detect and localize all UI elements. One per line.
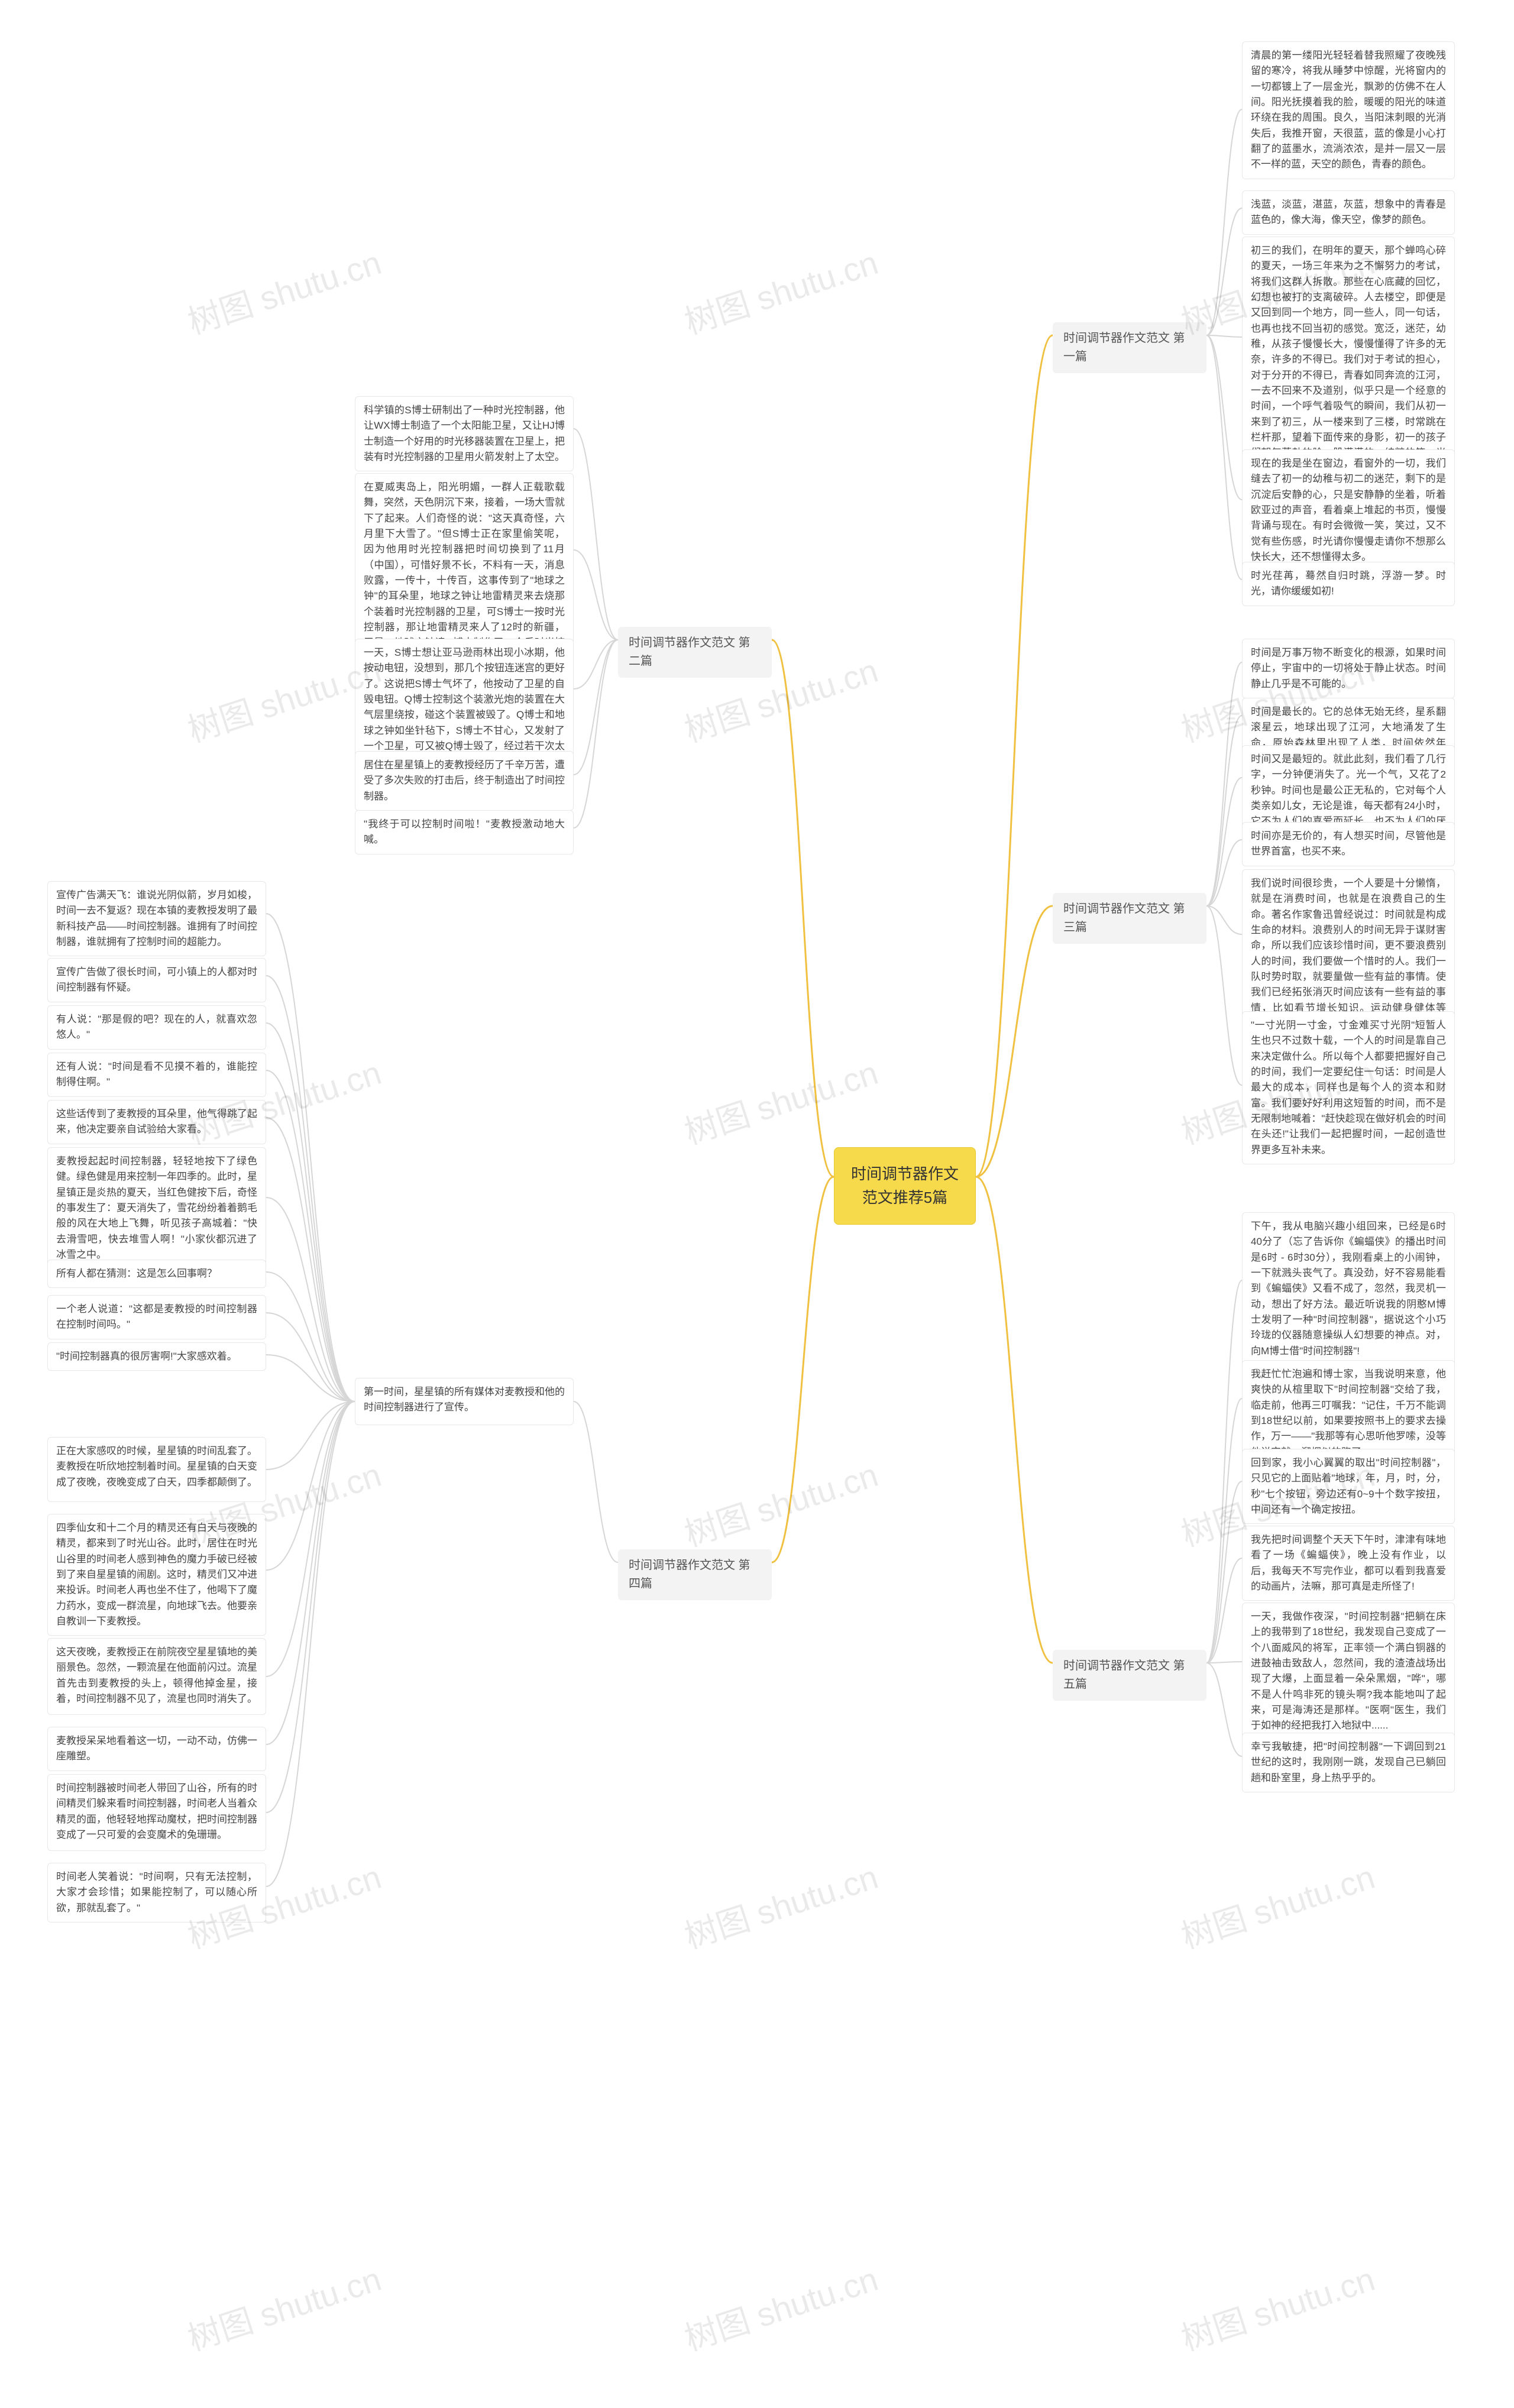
leaf-node: 四季仙女和十二个月的精灵还有白天与夜晚的精灵，都来到了时光山谷。此时，居住在时光…: [47, 1514, 266, 1636]
center-node: 时间调节器作文范文推荐5篇: [834, 1147, 976, 1225]
leaf-text: 回到家，我小心翼翼的取出"时间控制器"，只见它的上面贴着"地球，年，月，时，分，…: [1251, 1457, 1446, 1515]
leaf-node: 时间是万事万物不断变化的根源，如果时间停止，宇宙中的一切将处于静止状态。时间静止…: [1242, 639, 1455, 698]
leaf-text: 麦教授呆呆地看着这一切，一动不动，仿佛一座雕塑。: [56, 1735, 257, 1762]
leaf-text: 下午，我从电脑兴趣小组回来，已经是6时40分了（忘了告诉你《蝙蝠侠》的播出时间是…: [1251, 1221, 1446, 1357]
leaf-text: 时间是万事万物不断变化的根源，如果时间停止，宇宙中的一切将处于静止状态。时间静止…: [1251, 647, 1446, 690]
leaf-node: 宣传广告满天飞：谁说光阴似箭，岁月如梭，时间一去不复返？现在本镇的麦教授发明了最…: [47, 881, 266, 956]
leaf-text: 第一时间，星星镇的所有媒体对麦教授和他的时间控制器进行了宣传。: [364, 1386, 565, 1413]
leaf-node: 现在的我是坐在窗边，看窗外的一切，我们缝去了初一的幼稚与初二的迷茫，剩下的是沉淀…: [1242, 449, 1455, 571]
leaf-node: 所有人都在猜测：这是怎么回事啊？: [47, 1260, 266, 1288]
leaf-text: 现在的我是坐在窗边，看窗外的一切，我们缝去了初一的幼稚与初二的迷茫，剩下的是沉淀…: [1251, 458, 1446, 562]
leaf-node: 这天夜晚，麦教授正在前院夜空星星镇地的美丽景色。忽然，一颗流星在他面前闪过。流星…: [47, 1638, 266, 1715]
leaf-node: 一个老人说道："这都是麦教授的时间控制器在控制时间吗。": [47, 1295, 266, 1339]
branch-node: 时间调节器作文范文 第五篇: [1053, 1650, 1206, 1701]
leaf-text: 宣传广告做了很长时间，可小镇上的人都对时间控制器有怀疑。: [56, 966, 257, 993]
branch-node: 时间调节器作文范文 第四篇: [618, 1549, 772, 1600]
leaf-node: 第一时间，星星镇的所有媒体对麦教授和他的时间控制器进行了宣传。: [355, 1378, 574, 1425]
leaf-node: 时间老人笑着说："时间啊，只有无法控制，大家才会珍惜；如果能控制了，可以随心所欲…: [47, 1863, 266, 1922]
leaf-text: 所有人都在猜测：这是怎么回事啊？: [56, 1268, 217, 1279]
leaf-text: 我们说时间很珍贵，一个人要是十分懒惰，就是在消费时间，也就是在浪费自己的生命。著…: [1251, 878, 1446, 1029]
leaf-node: "一寸光阴一寸金，寸金难买寸光阴"短暂人生也只不过数十载，一个人的时间是靠自己来…: [1242, 1011, 1455, 1164]
leaf-text: 有人说："那是假的吧？现在的人，就喜欢忽悠人。": [56, 1014, 257, 1040]
leaf-text: 我先把时间调整个天天下午时，津津有味地看了一场《蝙蝠侠》，晚上没有作业，以后，我…: [1251, 1534, 1446, 1592]
leaf-text: 科学镇的S博士研制出了一种时光控制器，他让WX博士制造了一个太阳能卫星，又让HJ…: [364, 404, 565, 462]
leaf-text: 还有人说："时间是看不见摸不着的，谁能控制得住啊。": [56, 1061, 257, 1088]
leaf-text: 一天，我做作夜深，"时间控制器"把躺在床上的我带到了18世纪，我发现自己变成了一…: [1251, 1611, 1446, 1731]
leaf-node: 正在大家感叹的时候，星星镇的时间乱套了。麦教授在听欣地控制着时间。星星镇的白天变…: [47, 1437, 266, 1502]
leaf-node: 一天，我做作夜深，"时间控制器"把躺在床上的我带到了18世纪，我发现自己变成了一…: [1242, 1603, 1455, 1740]
leaf-node: 时间控制器被时间老人带回了山谷，所有的时间精灵们躲来看时间控制器，时间老人当着众…: [47, 1774, 266, 1851]
branch-label: 时间调节器作文范文 第四篇: [629, 1559, 750, 1590]
branch-label: 时间调节器作文范文 第三篇: [1063, 902, 1185, 934]
leaf-node: 居住在星星镇上的麦教授经历了千辛万苦，遭受了多次失败的打击后，终于制造出了时间控…: [355, 751, 574, 811]
leaf-text: "我终于可以控制时间啦！"麦教授激动地大喊。: [364, 818, 565, 845]
leaf-node: 还有人说："时间是看不见摸不着的，谁能控制得住啊。": [47, 1053, 266, 1097]
branch-label: 时间调节器作文范文 第一篇: [1063, 332, 1185, 363]
leaf-text: 时光荏苒，蓦然自归时跳，浮游一梦。时光，请你缓缓如初!: [1251, 570, 1446, 597]
leaf-node: 时间亦是无价的，有人想买时间，尽管他是世界首富，也买不来。: [1242, 822, 1455, 866]
leaf-text: 幸亏我敏捷，把"时间控制器"一下调回到21世纪的这时，我刚刚一跳，发现自己已躺回…: [1251, 1741, 1446, 1784]
leaf-node: 麦教授呆呆地看着这一切，一动不动，仿佛一座雕塑。: [47, 1727, 266, 1771]
branch-node: 时间调节器作文范文 第二篇: [618, 627, 772, 678]
branch-label: 时间调节器作文范文 第五篇: [1063, 1659, 1185, 1691]
leaf-node: 有人说："那是假的吧？现在的人，就喜欢忽悠人。": [47, 1005, 266, 1050]
leaf-node: 清晨的第一缕阳光轻轻着替我照耀了夜晚残留的寒冷，将我从睡梦中惊醒，光将窗内的一切…: [1242, 41, 1455, 179]
leaf-node: 这些话传到了麦教授的耳朵里，他气得跳了起来，他决定要亲自试验给大家看。: [47, 1100, 266, 1144]
leaf-text: 这些话传到了麦教授的耳朵里，他气得跳了起来，他决定要亲自试验给大家看。: [56, 1108, 257, 1135]
leaf-text: 我赶忙忙泡遍和博士家，当我说明来意，他爽快的从楦里取下"时间控制器"交给了我，临…: [1251, 1368, 1446, 1458]
leaf-node: 麦教授起起时间控制器，轻轻地按下了绿色健。绿色健是用来控制一年四季的。此时，星星…: [47, 1147, 266, 1269]
leaf-node: 回到家，我小心翼翼的取出"时间控制器"，只见它的上面贴着"地球，年，月，时，分，…: [1242, 1449, 1455, 1524]
leaf-node: 下午，我从电脑兴趣小组回来，已经是6时40分了（忘了告诉你《蝙蝠侠》的播出时间是…: [1242, 1212, 1455, 1365]
leaf-node: 浅蓝，淡蓝，湛蓝，灰蓝，想象中的青春是蓝色的，像大海，像天空，像梦的颜色。: [1242, 190, 1455, 235]
leaf-node: 科学镇的S博士研制出了一种时光控制器，他让WX博士制造了一个太阳能卫星，又让HJ…: [355, 396, 574, 471]
leaf-node: "时间控制器真的很厉害啊!"大家感欢着。: [47, 1342, 266, 1371]
leaf-text: 时间控制器被时间老人带回了山谷，所有的时间精灵们躲来看时间控制器，时间老人当着众…: [56, 1782, 257, 1840]
leaf-node: "我终于可以控制时间啦！"麦教授激动地大喊。: [355, 810, 574, 855]
leaf-text: 正在大家感叹的时候，星星镇的时间乱套了。麦教授在听欣地控制着时间。星星镇的白天变…: [56, 1445, 257, 1488]
branch-node: 时间调节器作文范文 第三篇: [1053, 893, 1206, 944]
leaf-text: 四季仙女和十二个月的精灵还有白天与夜晚的精灵，都来到了时光山谷。此时，居住在时光…: [56, 1522, 257, 1627]
leaf-text: 时间亦是无价的，有人想买时间，尽管他是世界首富，也买不来。: [1251, 830, 1446, 857]
leaf-text: "一寸光阴一寸金，寸金难买寸光阴"短暂人生也只不过数十载，一个人的时间是靠自己来…: [1251, 1019, 1446, 1156]
leaf-text: 清晨的第一缕阳光轻轻着替我照耀了夜晚残留的寒冷，将我从睡梦中惊醒，光将窗内的一切…: [1251, 50, 1446, 170]
leaf-text: 时间老人笑着说："时间啊，只有无法控制，大家才会珍惜；如果能控制了，可以随心所欲…: [56, 1871, 257, 1914]
leaf-text: "时间控制器真的很厉害啊!"大家感欢着。: [56, 1351, 237, 1362]
leaf-text: 麦教授起起时间控制器，轻轻地按下了绿色健。绿色健是用来控制一年四季的。此时，星星…: [56, 1156, 257, 1260]
leaf-node: 我先把时间调整个天天下午时，津津有味地看了一场《蝙蝠侠》，晚上没有作业，以后，我…: [1242, 1526, 1455, 1601]
leaf-node: 幸亏我敏捷，把"时间控制器"一下调回到21世纪的这时，我刚刚一跳，发现自己已躺回…: [1242, 1733, 1455, 1792]
leaf-text: 这天夜晚，麦教授正在前院夜空星星镇地的美丽景色。忽然，一颗流星在他面前闪过。流星…: [56, 1646, 257, 1704]
branch-label: 时间调节器作文范文 第二篇: [629, 636, 750, 668]
leaf-node: 时光荏苒，蓦然自归时跳，浮游一梦。时光，请你缓缓如初!: [1242, 562, 1455, 606]
leaf-text: 居住在星星镇上的麦教授经历了千辛万苦，遭受了多次失败的打击后，终于制造出了时间控…: [364, 759, 565, 802]
leaf-node: 宣传广告做了很长时间，可小镇上的人都对时间控制器有怀疑。: [47, 958, 266, 1002]
leaf-text: 一个老人说道："这都是麦教授的时间控制器在控制时间吗。": [56, 1303, 257, 1330]
leaf-text: 宣传广告满天飞：谁说光阴似箭，岁月如梭，时间一去不复返？现在本镇的麦教授发明了最…: [56, 889, 257, 947]
center-label: 时间调节器作文范文推荐5篇: [851, 1165, 959, 1206]
leaf-text: 一天，S博士想让亚马逊雨林出现小冰期，他按动电钮，没想到，那几个按钮连迷宫的更好…: [364, 647, 565, 767]
branch-node: 时间调节器作文范文 第一篇: [1053, 322, 1206, 373]
leaf-text: 浅蓝，淡蓝，湛蓝，灰蓝，想象中的青春是蓝色的，像大海，像天空，像梦的颜色。: [1251, 199, 1446, 225]
